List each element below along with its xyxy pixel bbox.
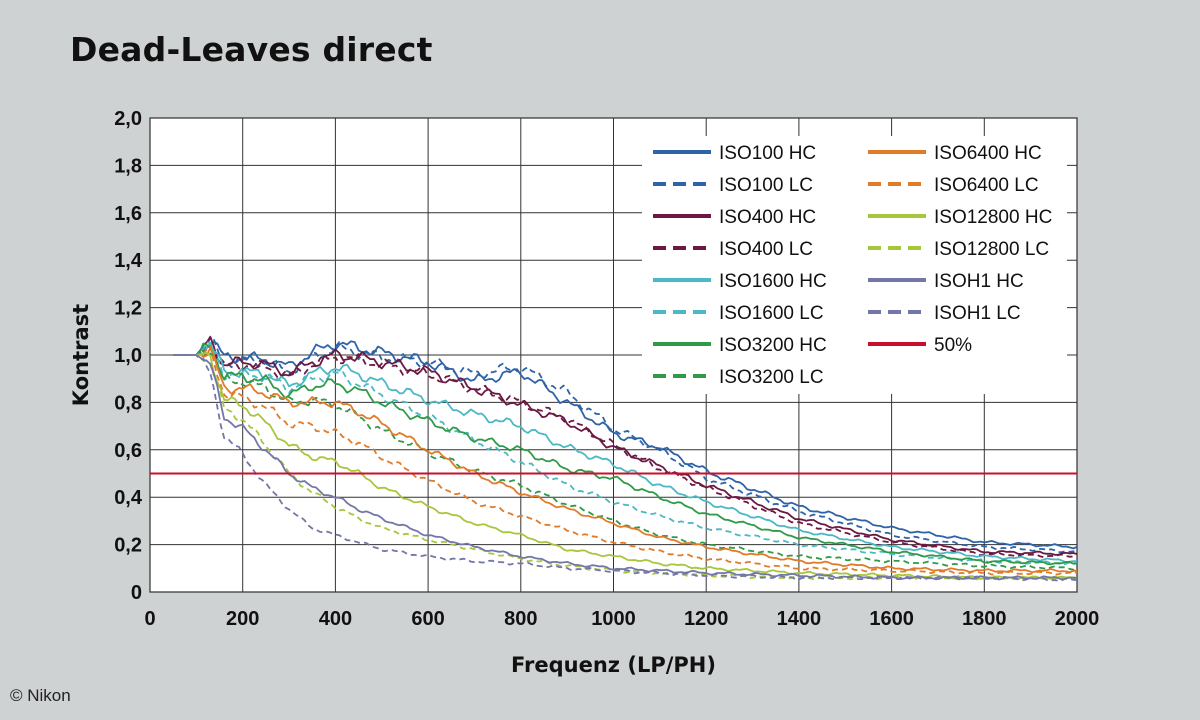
series-line-iso1600-hc [173, 342, 1078, 564]
legend-label: ISO3200 LC [719, 367, 824, 388]
x-tick-label: 1800 [962, 608, 1007, 630]
y-tick-label: 0,6 [114, 440, 142, 462]
x-axis-title: Frequenz (LP/PH) [511, 653, 716, 677]
y-tick-label: 0,4 [114, 487, 143, 509]
x-tick-label: 200 [226, 608, 259, 630]
y-tick-label: 1,2 [114, 298, 142, 320]
series-line-iso6400-hc [173, 346, 1078, 574]
legend-label: ISO12800 LC [934, 239, 1049, 260]
chart-title: Dead-Leaves direct [70, 30, 433, 69]
legend-label: ISOH1 LC [934, 303, 1021, 324]
legend-label: ISO100 LC [719, 175, 813, 196]
copyright-notice: © Nikon [10, 686, 71, 705]
x-tick-label: 0 [144, 608, 155, 630]
x-tick-label: 600 [411, 608, 444, 630]
y-tick-label: 2,0 [114, 108, 142, 130]
series-line-iso3200-lc [173, 350, 1078, 571]
legend-label: ISO1600 HC [719, 271, 827, 292]
series-line-iso3200-hc [173, 342, 1078, 566]
y-tick-label: 1,4 [114, 250, 143, 272]
series-line-iso100-lc [173, 336, 1078, 553]
legend-label: ISOH1 HC [934, 271, 1024, 292]
legend-label: ISO400 HC [719, 207, 816, 228]
x-tick-label: 1600 [869, 608, 914, 630]
y-tick-label: 1,6 [114, 203, 142, 225]
legend-label: ISO3200 HC [719, 335, 827, 356]
y-tick-label: 0,8 [114, 392, 142, 414]
series-line-iso1600-lc [173, 341, 1078, 566]
series-line-iso400-hc [173, 335, 1078, 556]
y-tick-label: 0 [131, 582, 142, 604]
legend-label: ISO12800 HC [934, 207, 1052, 228]
legend-label: ISO1600 LC [719, 303, 824, 324]
series-line-isoh1-lc [173, 354, 1078, 582]
y-tick-label: 0,2 [114, 535, 142, 557]
series-line-iso6400-lc [173, 345, 1078, 576]
legend-box [642, 136, 1067, 394]
x-tick-label: 1000 [591, 608, 636, 630]
legend-label: ISO6400 HC [934, 143, 1042, 164]
x-tick-label: 1400 [777, 608, 822, 630]
x-tick-label: 2000 [1055, 608, 1100, 630]
series-line-iso400-lc [173, 343, 1077, 559]
x-tick-label: 800 [504, 608, 537, 630]
x-tick-label: 1200 [684, 608, 729, 630]
y-tick-label: 1,0 [114, 345, 142, 367]
series-line-iso100-hc [173, 340, 1078, 550]
legend-label: 50% [934, 335, 972, 356]
legend-label: ISO6400 LC [934, 175, 1039, 196]
y-axis-title: Kontrast [69, 304, 93, 406]
y-tick-label: 1,8 [114, 155, 142, 177]
legend-label: ISO400 LC [719, 239, 813, 260]
series-line-isoh1-hc [173, 354, 1077, 581]
legend-label: ISO100 HC [719, 143, 816, 164]
x-tick-label: 400 [319, 608, 352, 630]
